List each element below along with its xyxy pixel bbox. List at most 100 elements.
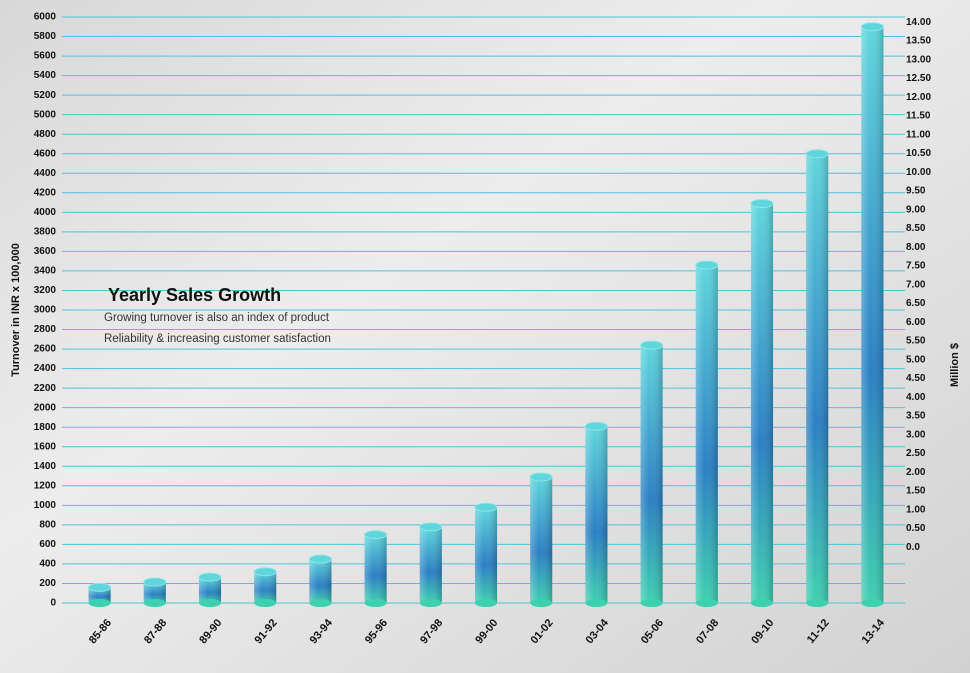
y2-tick-label: 13.00: [906, 54, 931, 65]
y-tick-label: 5000: [34, 109, 57, 120]
y-tick-label: 1200: [34, 480, 57, 491]
y2-tick-label: 9.50: [906, 186, 926, 197]
y-tick-label: 5400: [34, 70, 57, 81]
y-tick-label: 1400: [34, 461, 57, 472]
bar-cap: [640, 340, 664, 350]
bar-cap: [419, 522, 443, 532]
y2-tick-label: 2.50: [906, 448, 926, 459]
bar-cap: [750, 199, 774, 209]
bar-cap: [529, 472, 553, 482]
bar-cap: [474, 502, 498, 512]
y-tick-label: 200: [39, 578, 56, 589]
y-tick-label: 4000: [34, 207, 57, 218]
bar-base: [364, 599, 387, 607]
bar-base: [474, 599, 498, 607]
y2-tick-label: 12.50: [906, 73, 931, 84]
bar-shade: [806, 153, 829, 603]
subtitle: Growing turnover is also an index of pro…: [104, 312, 330, 324]
y2-tick-label: 11.50: [906, 111, 931, 122]
y-tick-label: 3600: [34, 246, 57, 257]
y-tick-label: 2600: [34, 344, 57, 355]
bar-base: [198, 599, 222, 607]
bar-base: [806, 599, 829, 607]
y-tick-label: 2800: [34, 324, 57, 335]
bar-shade: [309, 559, 332, 603]
y-tick-label: 2200: [34, 383, 57, 394]
bar-base: [585, 599, 608, 607]
y2-tick-label: 10.50: [906, 148, 931, 159]
bar-base: [419, 599, 442, 607]
bar-base: [530, 599, 553, 607]
bar-shade: [364, 534, 387, 603]
bar-shade: [640, 345, 663, 603]
bar-shade: [750, 203, 774, 603]
bar-base: [254, 599, 277, 607]
y2-tick-label: 9.00: [906, 204, 926, 215]
y-tick-label: 5200: [34, 90, 57, 101]
y-tick-label: 3000: [34, 305, 57, 316]
y-tick-label: 5600: [34, 51, 57, 62]
y-tick-label: 3800: [34, 227, 57, 238]
bar-cap: [198, 572, 222, 582]
bar-base: [750, 599, 774, 607]
bar-base: [88, 599, 111, 607]
y2-tick-label: 5.50: [906, 336, 926, 347]
y-tick-label: 1000: [34, 500, 57, 511]
y-tick-label: 3400: [34, 266, 57, 277]
bar-cap: [364, 530, 388, 540]
bar-cap: [860, 22, 884, 32]
bar-cap: [805, 149, 829, 159]
y2-tick-label: 7.50: [906, 261, 926, 272]
y-tick-label: 400: [39, 559, 56, 570]
subtitle: Reliability & increasing customer satisf…: [104, 333, 331, 345]
y2-tick-label: 8.50: [906, 223, 926, 234]
bar-cap: [143, 577, 167, 587]
bar-base: [861, 599, 884, 607]
y2-tick-label: 1.50: [906, 486, 926, 497]
y2-tick-label: 3.00: [906, 429, 926, 440]
y2-tick-label: 6.50: [906, 298, 926, 309]
bar-shade: [585, 426, 608, 603]
y2-tick-label: 2.00: [906, 467, 926, 478]
y-tick-label: 4200: [34, 187, 57, 198]
bar-cap: [253, 567, 277, 577]
bar-shade: [530, 477, 553, 603]
y-tick-label: 4400: [34, 168, 57, 179]
y2-tick-label: 4.00: [906, 392, 926, 403]
y-tick-label: 4600: [34, 148, 57, 159]
y-tick-label: 4800: [34, 129, 57, 140]
y2-tick-label: 10.00: [906, 167, 931, 178]
bar-shade: [254, 571, 277, 603]
y-tick-label: 1800: [34, 422, 57, 433]
bar-shade: [198, 577, 222, 603]
bar-base: [309, 599, 332, 607]
y2-tick-label: 11.00: [906, 129, 931, 140]
y-tick-label: 2000: [34, 402, 57, 413]
bar-shade: [474, 507, 498, 603]
y2-tick-label: 3.50: [906, 411, 926, 422]
y2-tick-label: 6.00: [906, 317, 926, 328]
y-tick-label: 600: [39, 539, 56, 550]
bar-cap: [695, 260, 719, 270]
y-tick-label: 3200: [34, 285, 57, 296]
bar-shade: [419, 526, 442, 603]
y2-tick-label: 14.00: [906, 17, 931, 28]
y-axis-label: Turnover in INR x 100,000: [10, 243, 22, 377]
chart-title: Yearly Sales Growth: [108, 285, 281, 305]
y-tick-label: 2400: [34, 363, 57, 374]
y2-tick-label: 13.50: [906, 36, 931, 47]
y2-tick-label: 0.50: [906, 523, 926, 534]
bar-cap: [88, 582, 112, 592]
y2-axis-label: Million $: [949, 343, 961, 387]
bar-shade: [695, 265, 718, 603]
y2-tick-label: 1.00: [906, 504, 926, 515]
bar-shade: [143, 582, 166, 603]
y2-tick-label: 5.00: [906, 354, 926, 365]
y-tick-label: 5800: [34, 31, 57, 42]
y-tick-label: 6000: [34, 12, 57, 23]
y2-tick-label: 4.50: [906, 373, 926, 384]
y2-tick-label: 0.0: [906, 542, 920, 553]
y2-tick-label: 8.00: [906, 242, 926, 253]
bar-shade: [861, 26, 884, 604]
y-tick-label: 800: [39, 520, 56, 531]
